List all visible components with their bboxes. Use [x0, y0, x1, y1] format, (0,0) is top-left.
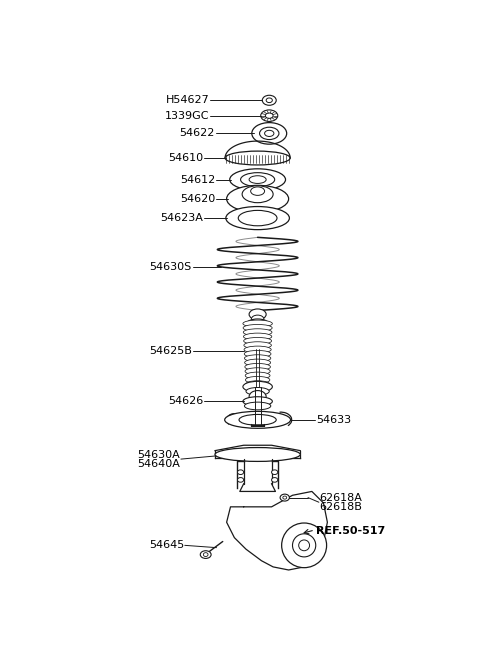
Ellipse shape	[244, 346, 271, 353]
Ellipse shape	[238, 470, 244, 474]
Ellipse shape	[246, 388, 269, 395]
Text: 54640A: 54640A	[137, 459, 180, 470]
Ellipse shape	[245, 368, 270, 375]
Ellipse shape	[249, 176, 266, 184]
Ellipse shape	[243, 325, 272, 331]
Ellipse shape	[225, 151, 290, 165]
Ellipse shape	[280, 494, 289, 501]
Ellipse shape	[243, 329, 272, 336]
Ellipse shape	[215, 447, 300, 461]
Ellipse shape	[283, 496, 287, 499]
Ellipse shape	[282, 523, 326, 567]
Ellipse shape	[226, 207, 289, 230]
Ellipse shape	[261, 110, 278, 121]
Text: 54620: 54620	[180, 194, 215, 204]
Ellipse shape	[252, 315, 264, 323]
Text: 54626: 54626	[168, 396, 204, 405]
Text: 54612: 54612	[180, 174, 215, 184]
Ellipse shape	[244, 402, 271, 410]
Ellipse shape	[243, 381, 272, 392]
Polygon shape	[227, 491, 327, 570]
Text: 54630S: 54630S	[149, 262, 192, 272]
Ellipse shape	[264, 131, 274, 136]
Ellipse shape	[243, 320, 272, 327]
Text: 54633: 54633	[316, 415, 351, 425]
Ellipse shape	[204, 552, 208, 556]
Ellipse shape	[244, 350, 271, 358]
Text: 54630A: 54630A	[137, 450, 180, 461]
Ellipse shape	[244, 342, 271, 349]
Text: 62618A: 62618A	[320, 493, 362, 502]
Ellipse shape	[245, 363, 270, 371]
Text: 54610: 54610	[168, 153, 204, 163]
Ellipse shape	[239, 415, 276, 425]
Ellipse shape	[200, 551, 211, 558]
Ellipse shape	[251, 187, 264, 195]
Text: H54627: H54627	[166, 95, 210, 105]
Ellipse shape	[227, 186, 288, 213]
Ellipse shape	[230, 169, 286, 190]
Ellipse shape	[245, 359, 271, 366]
Ellipse shape	[243, 333, 272, 340]
Ellipse shape	[243, 397, 272, 406]
Text: 54625B: 54625B	[149, 346, 192, 356]
Ellipse shape	[246, 385, 269, 392]
Text: REF.50-517: REF.50-517	[316, 527, 385, 537]
Text: 54623A: 54623A	[160, 213, 204, 223]
Ellipse shape	[299, 540, 310, 551]
Ellipse shape	[249, 390, 266, 403]
Ellipse shape	[272, 478, 278, 482]
Ellipse shape	[244, 337, 272, 344]
Ellipse shape	[245, 377, 270, 383]
Ellipse shape	[272, 470, 278, 474]
Ellipse shape	[262, 95, 276, 105]
Ellipse shape	[252, 123, 287, 144]
Ellipse shape	[238, 211, 277, 226]
Ellipse shape	[265, 113, 273, 118]
Ellipse shape	[242, 186, 273, 203]
Ellipse shape	[245, 372, 270, 379]
Ellipse shape	[266, 98, 272, 102]
Ellipse shape	[260, 127, 279, 140]
Ellipse shape	[247, 319, 268, 328]
Text: 62618B: 62618B	[320, 502, 362, 512]
Ellipse shape	[292, 534, 316, 557]
Ellipse shape	[240, 173, 275, 186]
Ellipse shape	[225, 411, 290, 428]
Ellipse shape	[244, 355, 271, 361]
Text: 1339GC: 1339GC	[165, 111, 210, 121]
Text: 54645: 54645	[149, 541, 184, 550]
Ellipse shape	[238, 478, 244, 482]
Text: 54622: 54622	[180, 129, 215, 138]
Ellipse shape	[249, 309, 266, 319]
Ellipse shape	[246, 380, 270, 388]
